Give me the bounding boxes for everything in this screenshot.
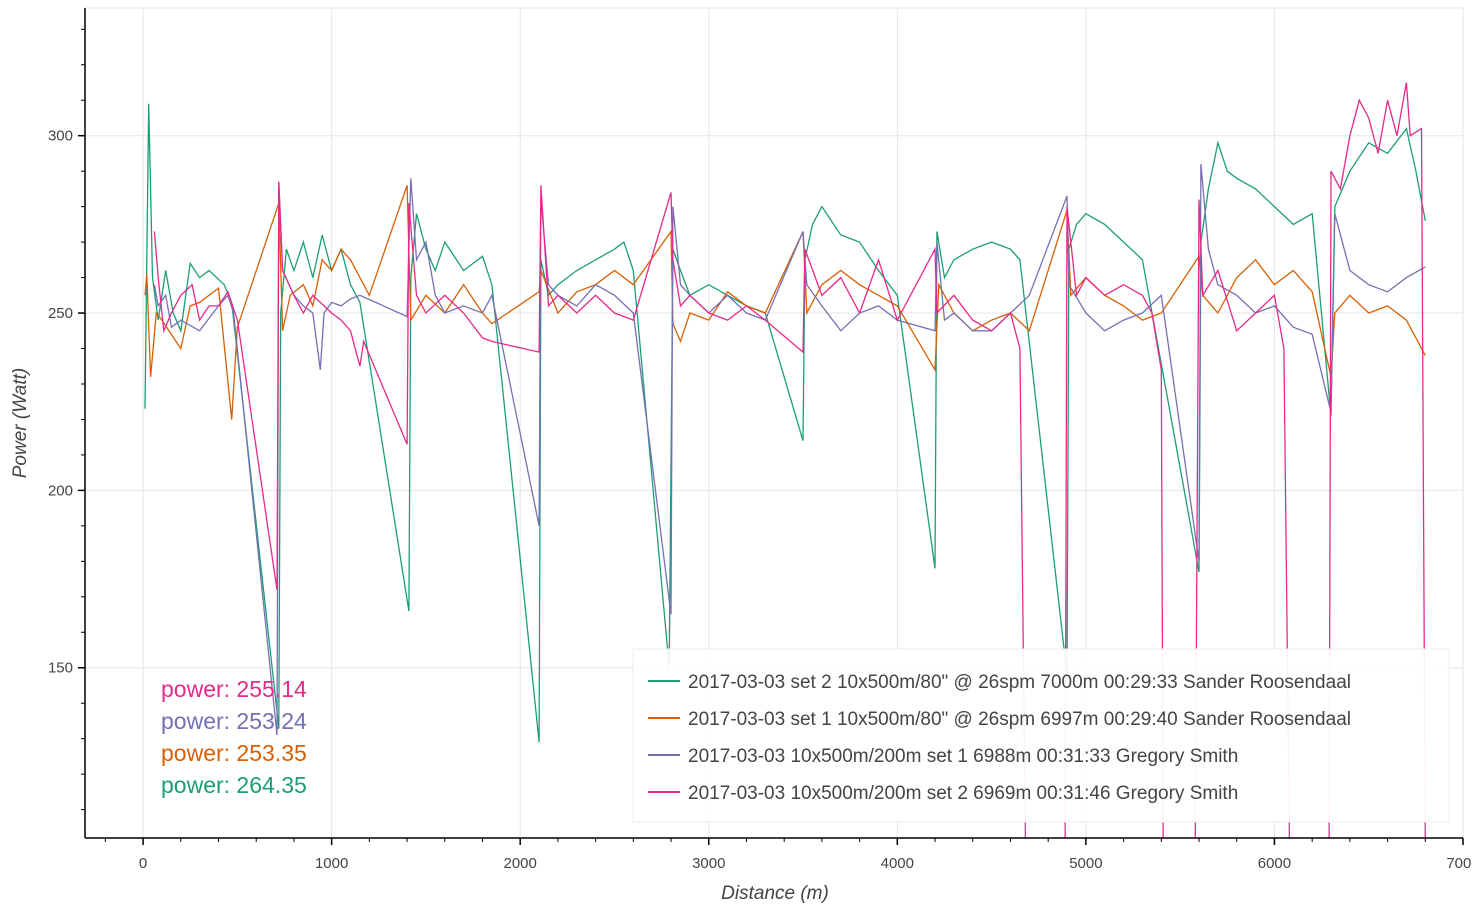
- hover-readouts: power: 255.14 power: 253.24 power: 253.35 p…: [161, 676, 307, 798]
- x-tick-label: 7000: [1446, 855, 1472, 872]
- axes: 0 1000 2000 3000 4000 5000 6000 7000 150 200 250 30…: [48, 8, 1472, 872]
- x-tick-label: 1000: [315, 855, 348, 872]
- legend-item-label: 2017-03-03 10x500m/200m set 1 6988m 00:3…: [688, 746, 1238, 767]
- series-line-0: [144, 103, 1426, 743]
- hover-readout: power: 253.24: [161, 708, 307, 734]
- legend-item-label: 2017-03-03 set 2 10x500m/80" @ 26spm 700…: [688, 672, 1351, 693]
- x-axis-label: Distance (m): [721, 883, 829, 904]
- legend-box: [632, 648, 1450, 823]
- legend[interactable]: 2017-03-03 set 2 10x500m/80" @ 26spm 700…: [632, 648, 1450, 823]
- series-lines: [144, 82, 1426, 838]
- y-tick-label: 150: [48, 660, 73, 677]
- x-tick-label: 0: [139, 855, 147, 872]
- legend-item-label: 2017-03-03 set 1 10x500m/80" @ 26spm 699…: [688, 709, 1351, 730]
- hover-readout: power: 253.35: [161, 740, 307, 766]
- y-tick-label: 250: [48, 305, 73, 322]
- series-line-3: [153, 82, 1426, 838]
- hover-readout: power: 264.35: [161, 772, 307, 798]
- x-tick-label: 6000: [1258, 855, 1291, 872]
- y-tick-label: 200: [48, 482, 73, 499]
- y-tick-label: 300: [48, 128, 73, 145]
- y-axis-label: Power (Watt): [10, 368, 31, 479]
- x-tick-label: 5000: [1069, 855, 1102, 872]
- x-tick-label: 2000: [504, 855, 537, 872]
- hover-readout: power: 255.14: [161, 676, 307, 702]
- legend-item-label: 2017-03-03 10x500m/200m set 2 6969m 00:3…: [688, 783, 1238, 804]
- x-tick-label: 3000: [692, 855, 725, 872]
- x-tick-label: 4000: [881, 855, 914, 872]
